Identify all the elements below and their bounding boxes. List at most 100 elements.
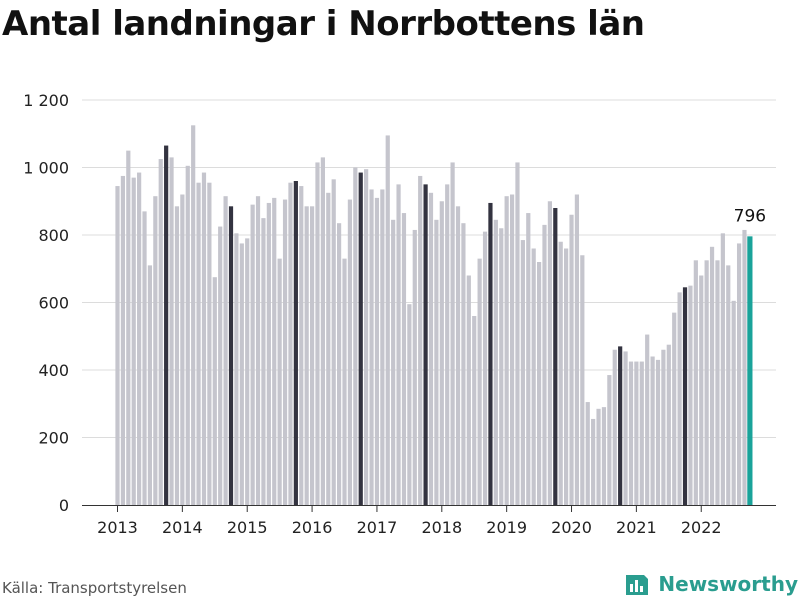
- value-label: 796: [734, 206, 766, 226]
- bar: [142, 211, 147, 506]
- bar: [304, 206, 309, 505]
- bar: [726, 265, 731, 506]
- bar: [715, 260, 720, 505]
- bar: [580, 255, 585, 505]
- bar: [699, 275, 704, 505]
- bar: [369, 189, 374, 505]
- bar: [261, 218, 266, 506]
- bar: [482, 231, 488, 506]
- bar: [509, 194, 515, 505]
- y-tick-label: 0: [59, 496, 69, 515]
- y-tick-label: 400: [38, 361, 69, 380]
- bar: [488, 202, 493, 505]
- x-tick-label: 2018: [421, 518, 462, 537]
- bar: [255, 196, 261, 505]
- x-tick-label: 2022: [681, 518, 722, 537]
- x-tick-label: 2019: [486, 518, 527, 537]
- bar: [472, 316, 477, 505]
- bar: [364, 169, 369, 505]
- bar: [607, 375, 612, 505]
- bar: [720, 233, 725, 505]
- brand-name: Newsworthy: [658, 572, 798, 596]
- bar: [337, 223, 342, 505]
- bar: [331, 179, 336, 505]
- bar: [353, 167, 358, 505]
- x-tick-label: 2013: [97, 518, 138, 537]
- bar: [736, 243, 742, 505]
- bar: [666, 344, 671, 505]
- y-tick-label: 1 000: [23, 159, 69, 178]
- bar: [536, 262, 542, 505]
- bar: [672, 312, 677, 506]
- bar: [391, 219, 396, 505]
- bar: [585, 402, 590, 505]
- bar: [618, 346, 623, 506]
- bar: [423, 184, 428, 506]
- bar: [169, 157, 174, 506]
- bar: [201, 172, 207, 505]
- x-tick-label: 2015: [227, 518, 268, 537]
- bar: [180, 194, 185, 505]
- bar: [596, 408, 601, 505]
- bar: [601, 407, 607, 506]
- bar: [731, 300, 736, 505]
- x-tick-label: 2014: [162, 518, 203, 537]
- bar-latest: [747, 236, 753, 505]
- bar: [742, 229, 747, 505]
- bar: [418, 175, 423, 505]
- bar: [634, 361, 639, 505]
- bar: [401, 213, 407, 505]
- bar: [120, 175, 126, 505]
- bar: [682, 287, 688, 505]
- bar: [655, 359, 661, 506]
- y-tick-label: 200: [38, 429, 69, 448]
- bar: [380, 189, 385, 505]
- bar: [326, 192, 331, 505]
- bar: [477, 258, 482, 506]
- bar: [137, 172, 142, 505]
- bar: [650, 356, 655, 505]
- bar: [639, 361, 644, 505]
- bar: [315, 162, 320, 505]
- y-axis-ticks: 0 200 400 600 800 1 000 1 200: [23, 91, 69, 515]
- bar: [574, 194, 580, 505]
- bar: [645, 334, 650, 505]
- bar: [282, 199, 288, 505]
- bar: [612, 349, 617, 505]
- bars: [115, 125, 753, 506]
- bar: [407, 304, 412, 505]
- annotations: 796: [734, 206, 766, 226]
- bar: [591, 418, 596, 505]
- bar: [693, 260, 698, 505]
- x-tick-label: 2016: [292, 518, 333, 537]
- brand-logo[interactable]: Newsworthy: [624, 569, 798, 599]
- newsworthy-logo-icon: [626, 575, 649, 595]
- bar: [309, 206, 315, 505]
- bar: [569, 214, 574, 505]
- bar: [493, 219, 498, 505]
- bar: [223, 196, 228, 505]
- bar: [218, 226, 223, 505]
- bar: [466, 275, 471, 505]
- bar: [288, 182, 293, 505]
- bar: [439, 201, 444, 505]
- bar: [272, 197, 277, 506]
- bar: [445, 184, 450, 506]
- x-axis: 2013 2014 2015 2016 2017 2018 2019 2020 2021 2022: [82, 505, 776, 537]
- bar: [277, 258, 282, 506]
- bar: [455, 206, 461, 505]
- bar: [412, 229, 417, 505]
- bar: [293, 181, 298, 505]
- bar: [558, 241, 563, 505]
- bar: [709, 246, 715, 505]
- bar: [385, 135, 390, 505]
- bar: [547, 201, 552, 505]
- bar: [158, 159, 163, 505]
- chart-title: Antal landningar i Norrbottens län: [2, 4, 645, 44]
- bar: [428, 192, 434, 505]
- source-text: Källa: Transportstyrelsen: [2, 579, 187, 597]
- bar: [358, 172, 363, 505]
- bar: [461, 223, 466, 505]
- bar: [239, 243, 244, 505]
